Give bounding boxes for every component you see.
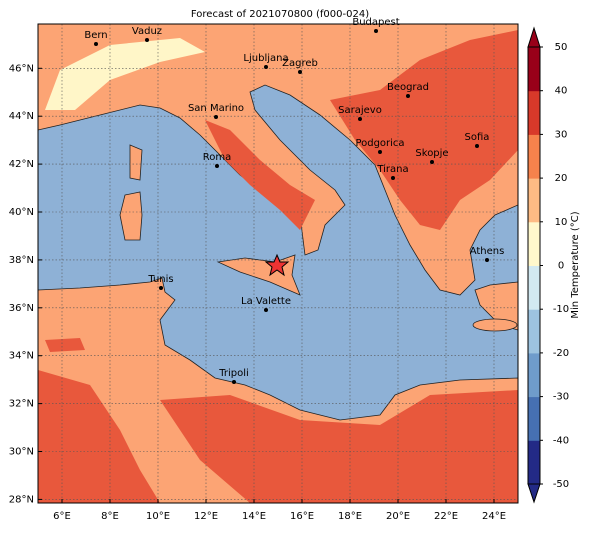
colorbar-tick-label: 0 bbox=[558, 261, 564, 272]
colorbar-tick-label: 30 bbox=[555, 129, 568, 140]
colorbar-band bbox=[528, 47, 540, 92]
x-tick-label: 10°E bbox=[146, 511, 170, 522]
city-label: Athens bbox=[470, 246, 505, 257]
y-tick-label: 42°N bbox=[9, 159, 34, 170]
city-dot bbox=[430, 160, 434, 164]
colorbar-tick-label: 50 bbox=[555, 42, 568, 53]
city-label: La Valette bbox=[241, 296, 291, 307]
colorbar-band bbox=[528, 221, 540, 266]
colorbar-arrow-bottom bbox=[527, 483, 541, 504]
warm-tunisia bbox=[45, 338, 85, 352]
city-dot bbox=[215, 164, 219, 168]
city-label: Budapest bbox=[352, 17, 399, 28]
colorbar-band bbox=[528, 440, 540, 485]
colorbar-band bbox=[528, 309, 540, 354]
city-dot bbox=[378, 150, 382, 154]
city-label: Tirana bbox=[376, 164, 408, 175]
warm-balkans bbox=[330, 30, 518, 230]
colorbar-band bbox=[528, 352, 540, 398]
warm-sahara bbox=[160, 390, 518, 503]
colorbar-tick-label: -50 bbox=[553, 479, 569, 490]
city-label: Tunis bbox=[147, 274, 173, 285]
city-label: San Marino bbox=[188, 103, 244, 114]
x-tick-label: 12°E bbox=[194, 511, 218, 522]
x-tick-label: 16°E bbox=[290, 511, 314, 522]
colorbar-tick-label: 40 bbox=[555, 86, 568, 97]
colorbar-band bbox=[528, 178, 540, 223]
x-tick-label: 20°E bbox=[386, 511, 410, 522]
colorbar-band bbox=[528, 134, 540, 179]
map bbox=[38, 24, 518, 503]
title: Forecast of 2021070800 (f000-024) bbox=[191, 9, 369, 20]
city-dot bbox=[475, 144, 479, 148]
x-tick-label: 18°E bbox=[338, 511, 362, 522]
y-tick-label: 32°N bbox=[9, 399, 34, 410]
corsica bbox=[129, 144, 143, 181]
x-tick-label: 24°E bbox=[482, 511, 506, 522]
city-label: Beograd bbox=[387, 82, 429, 93]
city-dot bbox=[298, 70, 302, 74]
city-dot bbox=[159, 286, 163, 290]
city-label: Zagreb bbox=[282, 58, 318, 69]
greece-east bbox=[474, 281, 518, 331]
y-tick-label: 36°N bbox=[9, 303, 34, 314]
colorbar-arrow-top bbox=[527, 26, 541, 48]
colorbar-tick-label: -30 bbox=[553, 392, 569, 403]
star-marker bbox=[264, 253, 290, 277]
colorbar-label: Min Temperature (°C) bbox=[570, 211, 581, 318]
y-tick-label: 44°N bbox=[9, 111, 34, 122]
warm-libya bbox=[38, 370, 160, 503]
colorbar-band bbox=[528, 265, 540, 310]
city-label: Podgorica bbox=[355, 138, 404, 149]
colorbar-tick-label: 20 bbox=[555, 173, 568, 184]
grid bbox=[38, 24, 518, 503]
city-label: Sarajevo bbox=[338, 105, 382, 116]
city-dot bbox=[232, 380, 236, 384]
city-dot bbox=[358, 117, 362, 121]
city-dot bbox=[485, 258, 489, 262]
city-label: Roma bbox=[203, 152, 232, 163]
colorbar-tick-label: -10 bbox=[553, 304, 569, 315]
city-dot bbox=[264, 65, 268, 69]
city-label: Skopje bbox=[415, 148, 448, 159]
warm-italy bbox=[205, 120, 315, 230]
x-tick-label: 22°E bbox=[434, 511, 458, 522]
city-dot bbox=[94, 42, 98, 46]
y-tick-label: 46°N bbox=[9, 63, 34, 74]
city-dot bbox=[145, 38, 149, 42]
city-dot bbox=[406, 94, 410, 98]
alps bbox=[45, 38, 205, 110]
colorbar-band bbox=[528, 396, 540, 441]
city-dot bbox=[264, 308, 268, 312]
y-tick-label: 40°N bbox=[9, 207, 34, 218]
city-label: Tripoli bbox=[218, 368, 249, 379]
x-tick-label: 6°E bbox=[53, 511, 71, 522]
y-tick-label: 30°N bbox=[9, 447, 34, 458]
city-dot bbox=[391, 176, 395, 180]
x-tick-label: 14°E bbox=[242, 511, 266, 522]
y-tick-label: 34°N bbox=[9, 351, 34, 362]
colorbar-band bbox=[528, 90, 540, 135]
y-tick-label: 28°N bbox=[9, 494, 34, 505]
crete bbox=[472, 318, 518, 332]
city-label: Bern bbox=[84, 30, 107, 41]
colorbar-tick-label: -40 bbox=[553, 435, 569, 446]
y-tick-label: 38°N bbox=[9, 255, 34, 266]
city-label: Vaduz bbox=[132, 26, 162, 37]
sardinia bbox=[119, 191, 143, 241]
city-label: Sofia bbox=[465, 132, 490, 143]
frame bbox=[37, 23, 519, 504]
city-dot bbox=[374, 29, 378, 33]
city-label: Ljubljana bbox=[243, 53, 288, 64]
city-dot bbox=[214, 115, 218, 119]
colorbar-tick-label: -20 bbox=[553, 348, 569, 359]
colorbar-tick-label: 10 bbox=[555, 217, 568, 228]
x-tick-label: 8°E bbox=[101, 511, 119, 522]
